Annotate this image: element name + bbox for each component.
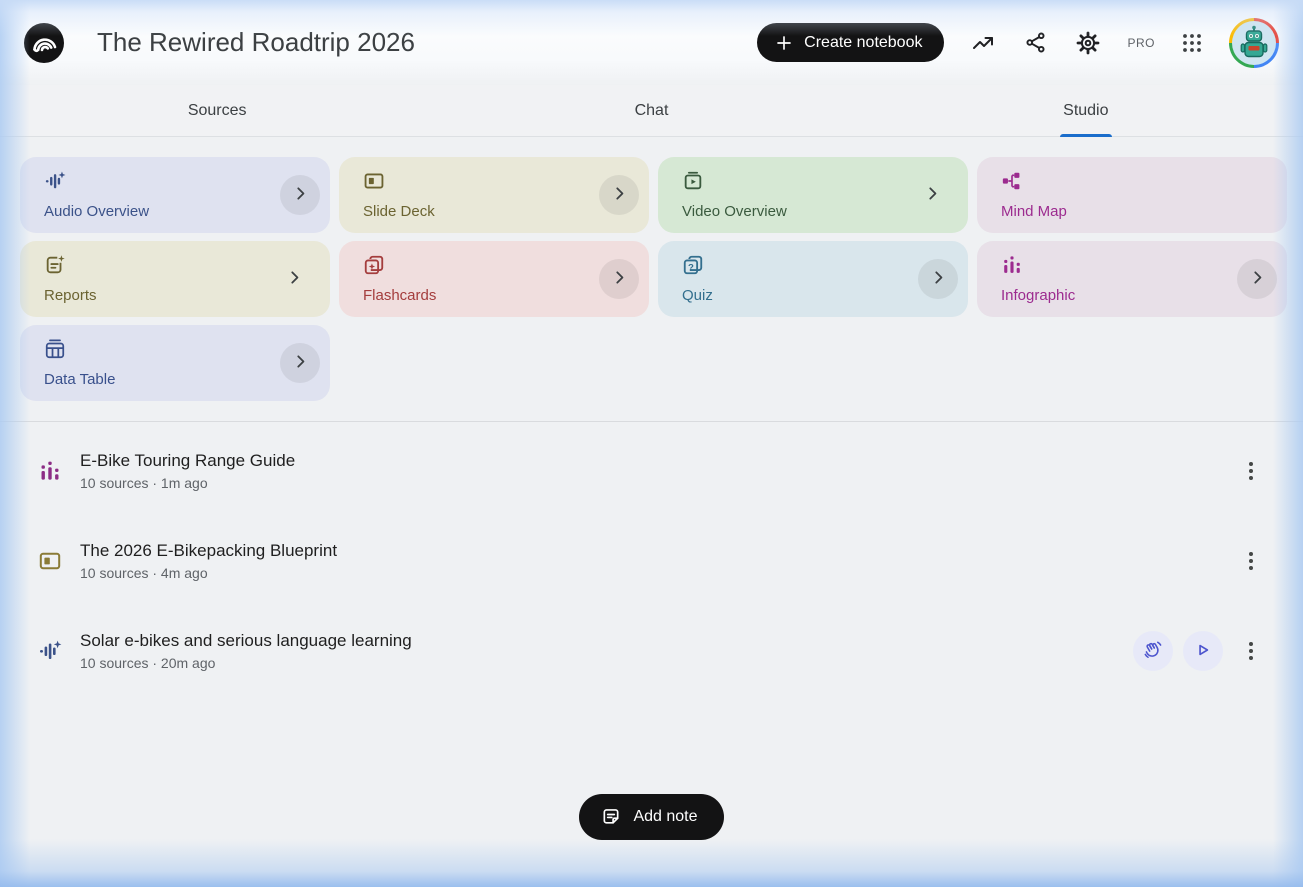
notebooklm-logo-icon[interactable] bbox=[24, 22, 64, 63]
kebab-menu-icon bbox=[1249, 642, 1253, 660]
audio-waveform-icon bbox=[44, 170, 66, 192]
chevron-right-icon bbox=[923, 184, 942, 206]
studio-card-quiz[interactable]: ? Quiz bbox=[658, 241, 968, 317]
chevron-right-icon bbox=[1248, 268, 1267, 290]
artifact-row[interactable]: Solar e-bikes and serious language learn… bbox=[38, 628, 1265, 674]
note-icon bbox=[603, 809, 619, 824]
audio-waveform-icon bbox=[38, 639, 62, 663]
artifact-actions bbox=[1133, 631, 1223, 671]
analytics-button[interactable] bbox=[969, 29, 997, 57]
quiz-icon: ? bbox=[682, 254, 704, 276]
studio-card-grid: Audio Overview Slide Deck Video Overview… bbox=[0, 137, 1303, 401]
artifact-menu-button[interactable] bbox=[1237, 631, 1265, 671]
open-panel-chevron-button[interactable] bbox=[599, 175, 639, 215]
active-tab-underline bbox=[1059, 134, 1112, 137]
artifact-menu-button[interactable] bbox=[1237, 451, 1265, 491]
tab-chat[interactable]: Chat bbox=[634, 101, 669, 119]
add-note-button[interactable]: Add note bbox=[579, 794, 724, 840]
artifact-list: E-Bike Touring Range Guide 10 sources · … bbox=[0, 422, 1303, 674]
artifact-row[interactable]: E-Bike Touring Range Guide 10 sources · … bbox=[38, 448, 1265, 494]
tab-bar: Sources Chat Studio bbox=[0, 85, 1303, 137]
tab-studio[interactable]: Studio bbox=[869, 85, 1303, 137]
artifact-menu-button[interactable] bbox=[1237, 541, 1265, 581]
flashcards-icon bbox=[363, 254, 385, 276]
infographic-icon bbox=[38, 459, 62, 483]
artifact-title: E-Bike Touring Range Guide bbox=[80, 451, 296, 470]
chevron-right-icon bbox=[929, 268, 948, 290]
open-panel-chevron-button[interactable] bbox=[918, 259, 958, 299]
play-icon bbox=[1192, 639, 1214, 664]
notebook-title[interactable]: The Rewired Roadtrip 2026 bbox=[97, 27, 415, 57]
open-panel-chevron-button[interactable] bbox=[599, 259, 639, 299]
video-icon bbox=[682, 170, 704, 192]
chevron-right-icon bbox=[291, 352, 310, 374]
chevron-right-icon bbox=[610, 184, 629, 206]
open-panel-chevron-button[interactable] bbox=[280, 343, 320, 383]
settings-button[interactable] bbox=[1074, 29, 1102, 57]
open-panel-chevron-button[interactable] bbox=[280, 175, 320, 215]
interactive-mode-button[interactable] bbox=[1133, 631, 1173, 671]
artifact-row[interactable]: The 2026 E-Bikepacking Blueprint 10 sour… bbox=[38, 538, 1265, 584]
chevron-right-icon bbox=[285, 268, 304, 290]
studio-card-reports[interactable]: Reports bbox=[20, 241, 330, 317]
slide-deck-icon bbox=[38, 549, 62, 573]
artifact-meta: 10 sources · 1m ago bbox=[80, 475, 208, 491]
report-icon bbox=[44, 254, 66, 276]
play-button[interactable] bbox=[1183, 631, 1223, 671]
interactive-mode-icon bbox=[1142, 639, 1164, 664]
open-panel-chevron-button[interactable] bbox=[1237, 259, 1277, 299]
studio-card-slide-deck[interactable]: Slide Deck bbox=[339, 157, 649, 233]
infographic-icon bbox=[1001, 254, 1023, 276]
share-button[interactable] bbox=[1022, 29, 1049, 56]
add-note-label: Add note bbox=[633, 808, 698, 825]
account-avatar[interactable] bbox=[1229, 17, 1279, 68]
studio-card-data-table[interactable]: Data Table bbox=[20, 325, 330, 401]
plus-icon bbox=[777, 35, 791, 50]
svg-text:?: ? bbox=[688, 262, 694, 273]
data-table-icon bbox=[44, 338, 66, 360]
open-panel-chevron-button[interactable] bbox=[274, 259, 314, 299]
kebab-menu-icon bbox=[1249, 462, 1253, 480]
studio-card-flashcards[interactable]: Flashcards bbox=[339, 241, 649, 317]
apps-grid-icon bbox=[1183, 33, 1201, 52]
gear-icon bbox=[1077, 31, 1100, 54]
create-notebook-button[interactable]: Create notebook bbox=[757, 23, 945, 62]
mind-map-icon bbox=[1001, 170, 1023, 192]
pro-badge: PRO bbox=[1127, 35, 1155, 50]
artifact-title: Solar e-bikes and serious language learn… bbox=[80, 631, 412, 650]
artifact-meta: 10 sources · 4m ago bbox=[80, 565, 208, 581]
create-notebook-label: Create notebook bbox=[804, 33, 923, 51]
header: The Rewired Roadtrip 2026 Create noteboo… bbox=[0, 0, 1303, 85]
chevron-right-icon bbox=[291, 184, 310, 206]
studio-card-audio-overview[interactable]: Audio Overview bbox=[20, 157, 330, 233]
artifact-meta: 10 sources · 20m ago bbox=[80, 655, 216, 671]
trending-up-icon bbox=[973, 36, 994, 49]
kebab-menu-icon bbox=[1249, 552, 1253, 570]
slide-deck-icon bbox=[363, 170, 385, 192]
open-panel-chevron-button[interactable] bbox=[912, 175, 952, 215]
studio-card-video-overview[interactable]: Video Overview bbox=[658, 157, 968, 233]
studio-card-infographic[interactable]: Infographic bbox=[977, 241, 1287, 317]
robot-avatar-image bbox=[1232, 20, 1276, 65]
add-note-area: Add note bbox=[0, 794, 1303, 840]
artifact-title: The 2026 E-Bikepacking Blueprint bbox=[80, 541, 338, 560]
google-apps-button[interactable] bbox=[1180, 31, 1204, 55]
chevron-right-icon bbox=[610, 268, 629, 290]
studio-card-mind-map[interactable]: Mind Map bbox=[977, 157, 1287, 233]
share-icon bbox=[1026, 32, 1045, 53]
tab-sources[interactable]: Sources bbox=[187, 101, 247, 119]
